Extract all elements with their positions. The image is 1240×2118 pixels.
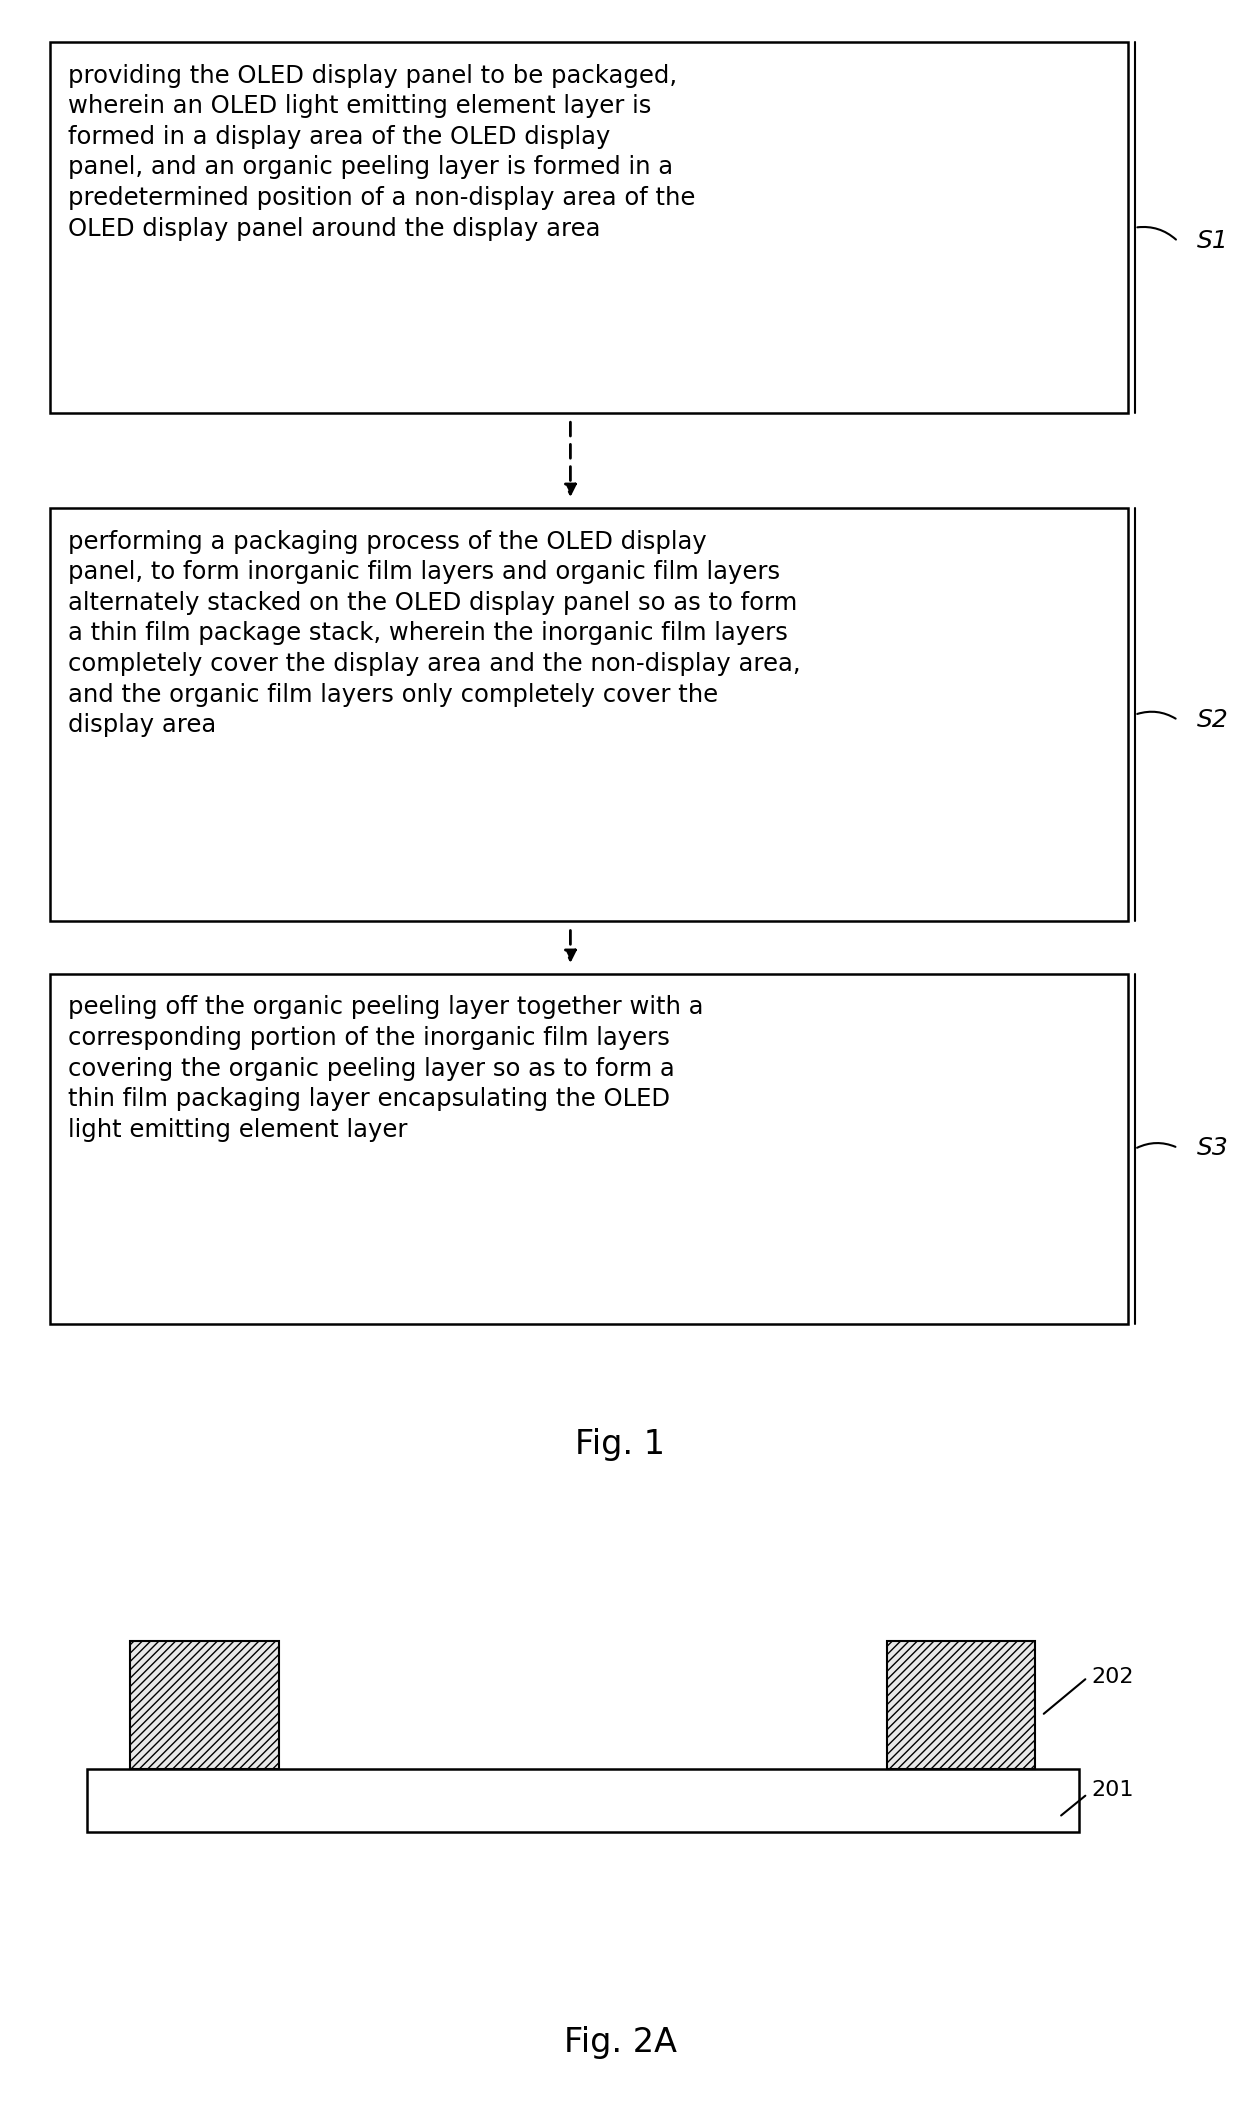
Text: S1: S1 — [1197, 229, 1229, 254]
Bar — [87, 1769, 1079, 1832]
Text: S2: S2 — [1197, 707, 1229, 733]
Text: performing a packaging process of the OLED display
panel, to form inorganic film: performing a packaging process of the OL… — [68, 530, 801, 737]
Text: 201: 201 — [1091, 1779, 1133, 1800]
Bar — [130, 1641, 279, 1769]
Text: S3: S3 — [1197, 1135, 1229, 1161]
Text: Fig. 1: Fig. 1 — [575, 1428, 665, 1461]
Text: peeling off the organic peeling layer together with a
corresponding portion of t: peeling off the organic peeling layer to… — [68, 995, 704, 1142]
Bar — [50, 42, 1128, 413]
Text: Fig. 2A: Fig. 2A — [563, 2025, 677, 2059]
Text: 202: 202 — [1091, 1667, 1133, 1688]
Text: providing the OLED display panel to be packaged,
wherein an OLED light emitting : providing the OLED display panel to be p… — [68, 64, 696, 241]
Bar — [50, 508, 1128, 921]
Bar — [50, 974, 1128, 1324]
Bar — [887, 1641, 1035, 1769]
